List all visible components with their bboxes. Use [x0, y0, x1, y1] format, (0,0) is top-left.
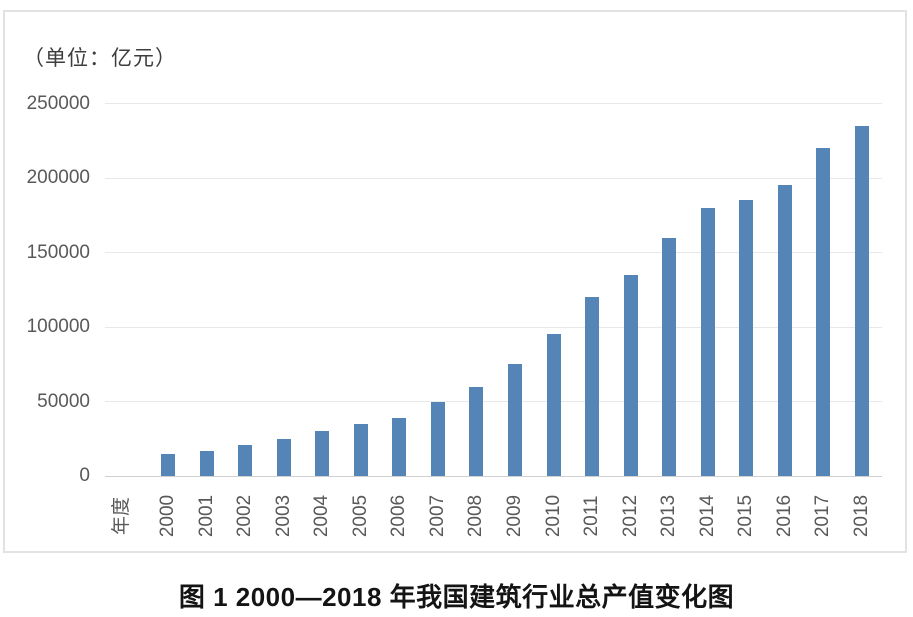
x-axis-line	[105, 475, 882, 477]
x-axis-tick-label: 2012	[619, 494, 641, 538]
x-axis-title: 年度	[111, 497, 132, 536]
x-axis-tick-label: 2008	[465, 494, 487, 538]
x-axis-tick-label: 2011	[581, 495, 603, 537]
bar-2013	[662, 237, 677, 476]
x-axis-tick-label: 2015	[735, 494, 757, 538]
x-axis-tick-label: 2002	[234, 494, 256, 538]
bar-2008	[469, 386, 484, 476]
bar-2010	[546, 334, 561, 476]
bar-2004	[315, 431, 330, 476]
bar-2007	[430, 401, 445, 476]
x-axis-tick-label: 2014	[696, 494, 718, 538]
y-axis-tick-label: 50000	[37, 390, 90, 412]
bar-2003	[276, 438, 291, 476]
x-axis-tick-label: 2007	[426, 494, 448, 538]
bar-2017	[816, 148, 831, 476]
unit-label: （单位：亿元）	[23, 47, 177, 70]
figure-caption: 图 1 2000—2018 年我国建筑行业总产值变化图	[178, 582, 735, 612]
bar-2015	[739, 200, 754, 476]
bar-2000	[161, 453, 175, 476]
x-axis-tick-label: 2005	[349, 494, 371, 538]
y-axis-tick-label: 100000	[26, 316, 90, 337]
bar-2009	[507, 364, 522, 476]
bar-2018	[854, 125, 869, 476]
x-axis-tick-label: 2004	[311, 494, 333, 538]
chart-frame: （单位：亿元）	[3, 10, 907, 553]
gridline	[105, 252, 882, 253]
x-axis-tick-label: 2013	[658, 494, 680, 538]
gridline	[105, 401, 882, 402]
y-axis-tick-label: 0	[79, 465, 90, 486]
bar-2006	[392, 417, 407, 476]
y-axis-tick-label: 200000	[26, 167, 90, 188]
bar-2012	[623, 274, 638, 476]
bar-2011	[585, 297, 600, 476]
y-axis-tick-label: 150000	[26, 241, 90, 263]
x-axis-tick-label: 2000	[157, 494, 178, 538]
gridline	[105, 103, 882, 104]
bar-2014	[700, 207, 715, 476]
x-axis-tick-label: 2009	[503, 494, 525, 538]
x-axis-tick-label: 2001	[195, 494, 217, 538]
x-axis-tick-label: 2018	[850, 494, 872, 538]
bar-2005	[353, 423, 368, 476]
x-axis-tick-label: 2006	[388, 494, 410, 538]
bar-2002	[238, 445, 253, 476]
gridline	[105, 326, 882, 328]
bar-2016	[777, 185, 792, 476]
x-axis-tick-label: 2010	[542, 494, 564, 538]
y-axis-tick-label: 250000	[26, 92, 90, 114]
x-axis-tick-label: 2016	[773, 494, 795, 538]
bar-2001	[199, 450, 214, 476]
x-axis-tick-label: 2017	[812, 494, 834, 538]
x-axis-tick-label: 2003	[272, 494, 294, 538]
gridline	[105, 177, 882, 179]
